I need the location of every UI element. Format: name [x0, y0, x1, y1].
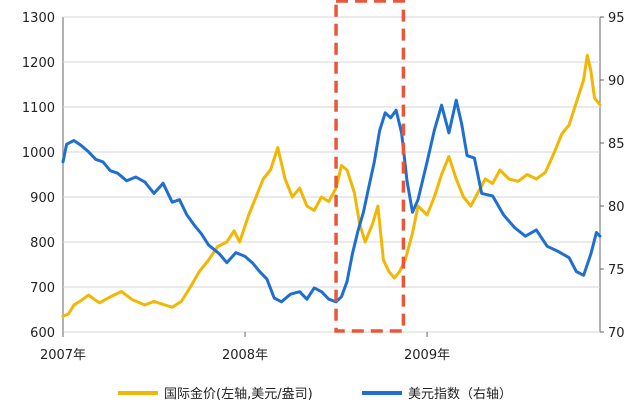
highlight-box	[334, 0, 406, 333]
y-axis-left: 600 700 800 900 1000 1100 1200 1300	[22, 11, 55, 341]
x-tick-label: 2008年	[222, 348, 268, 363]
y-right-tick-label: 70	[608, 326, 625, 341]
legend-label-usd: 美元指数（右轴）	[408, 387, 513, 402]
gold-price-line	[61, 53, 602, 318]
x-tick-label: 2007年	[40, 348, 86, 363]
y-right-tick-label: 85	[608, 137, 625, 152]
y-left-tick-label: 1000	[22, 146, 55, 161]
chart-svg: 600 700 800 900 1000 1100 1200 1300 70 75 80 85 90 9…	[22, 0, 625, 363]
legend-item-usd: 美元指数（右轴）	[362, 383, 512, 402]
y-left-tick-label: 800	[30, 236, 55, 251]
y-right-tick-label: 80	[608, 200, 625, 215]
legend-swatch-usd	[362, 390, 402, 395]
y-right-tick-label: 95	[608, 11, 625, 26]
legend: 国际金价(左轴,美元/盎司) 美元指数（右轴）	[0, 381, 640, 405]
y-left-tick-label: 900	[30, 191, 55, 206]
legend-item-gold: 国际金价(左轴,美元/盎司)	[118, 383, 313, 402]
y-left-tick-label: 600	[30, 326, 55, 341]
y-axis-right: 70 75 80 85 90 95	[600, 11, 625, 341]
y-left-tick-label: 700	[30, 281, 55, 296]
y-right-tick-label: 75	[608, 263, 625, 278]
x-tick-label: 2009年	[404, 348, 450, 363]
y-right-tick-label: 90	[608, 74, 625, 89]
x-axis: 2007年 2008年 2009年	[40, 332, 450, 363]
plot-area	[62, 17, 601, 333]
series-group	[61, 53, 602, 318]
legend-label-gold: 国际金价(左轴,美元/盎司)	[164, 387, 313, 402]
y-left-tick-label: 1100	[22, 101, 55, 116]
usd-index-line	[61, 98, 602, 304]
grid-lines	[63, 16, 600, 333]
y-left-tick-label: 1300	[22, 11, 55, 26]
legend-swatch-gold	[118, 390, 158, 395]
y-left-tick-label: 1200	[22, 56, 55, 71]
highlight-box-group	[334, 0, 406, 333]
